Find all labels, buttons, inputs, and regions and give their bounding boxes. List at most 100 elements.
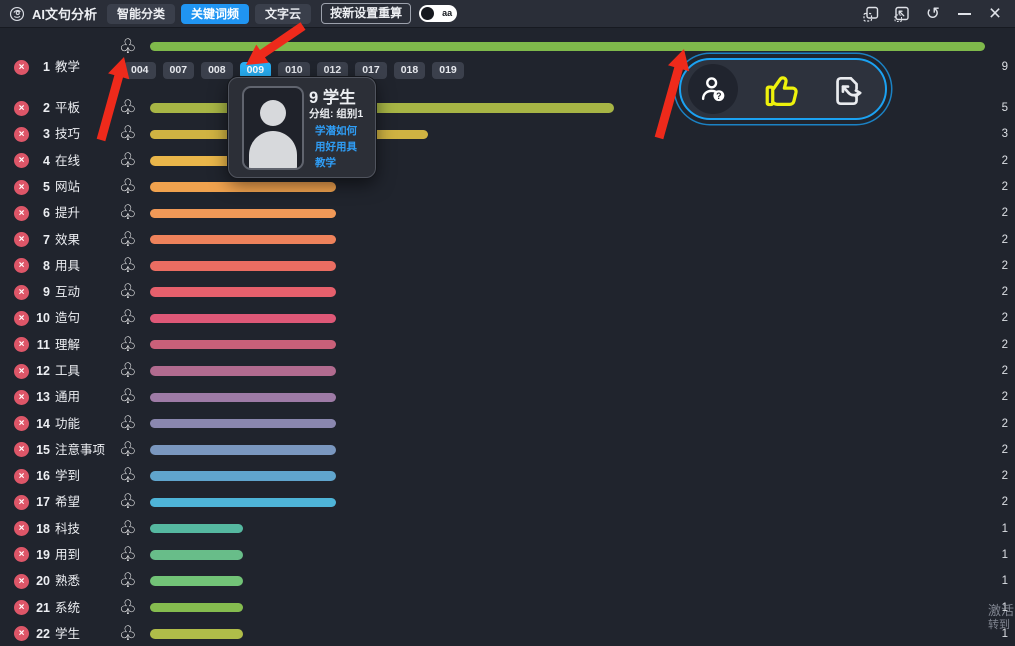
frequency-bar[interactable] [150,41,986,52]
close-button[interactable]: × [988,1,1002,25]
tag-chip[interactable]: 007 [162,62,195,79]
delete-keyword-button[interactable]: × [14,153,29,169]
tag-chip[interactable]: 010 [278,62,310,79]
cluster-icon[interactable]: ♧ [119,97,137,120]
tag-chip[interactable]: 017 [355,62,387,79]
keyword-label: 学生 [55,626,81,641]
keyword-rank: 18 [36,521,50,536]
frequency-bar[interactable] [150,602,243,613]
cluster-icon[interactable]: ♧ [119,491,137,514]
delete-keyword-button[interactable]: × [14,126,29,142]
tab-smart-classify[interactable]: 智能分类 [107,3,176,24]
delete-keyword-button[interactable]: × [14,337,29,353]
frequency-bar[interactable] [150,576,243,586]
cluster-icon[interactable]: ♧ [119,254,137,277]
cluster-icon[interactable]: ♧ [119,176,137,199]
delete-keyword-button[interactable]: × [14,363,29,379]
cluster-icon[interactable]: ♧ [119,412,137,435]
cluster-icon[interactable]: ♧ [119,465,137,488]
toggle-label: aa [442,8,453,18]
frequency-bar[interactable] [150,523,243,534]
frequency-bar[interactable] [150,445,336,455]
cluster-icon[interactable]: ♧ [119,123,137,146]
delete-keyword-button[interactable]: × [14,284,29,300]
cluster-icon[interactable]: ♧ [119,543,137,566]
screenshot-icon[interactable] [861,4,881,24]
cluster-icon[interactable]: ♧ [119,333,137,356]
tab-word-cloud[interactable]: 文字云 [255,3,312,24]
frequency-bar[interactable] [150,182,336,192]
tab-keyword-frequency[interactable]: 关键词频 [181,3,250,24]
tag-chip[interactable]: 019 [432,62,464,79]
delete-keyword-button[interactable]: × [14,310,29,326]
cluster-icon[interactable]: ♧ [119,35,137,58]
cluster-icon[interactable]: ♧ [119,622,137,645]
delete-keyword-button[interactable]: × [14,521,29,537]
minimize-button[interactable] [954,4,974,24]
cluster-icon[interactable]: ♧ [119,149,137,172]
delete-keyword-button[interactable]: × [14,232,29,248]
delete-keyword-button[interactable]: × [14,416,29,432]
tooltip-sentence-link[interactable]: 学潜如何用好用具教学 [315,125,357,169]
frequency-bar[interactable] [150,629,243,639]
frequency-bar[interactable] [150,287,336,297]
cluster-icon[interactable]: ♧ [119,228,137,251]
frequency-bar[interactable] [150,418,336,429]
user-query-button[interactable]: ? [688,64,738,114]
frequency-bar[interactable] [150,392,336,403]
thumbs-up-icon [765,76,798,107]
tooltip-title: 9 学生 [309,89,356,107]
watermark-line1: 激活 [988,603,1015,618]
delete-keyword-button[interactable]: × [14,258,29,274]
delete-keyword-button[interactable]: × [14,59,29,75]
keyword-rank: 1 [43,60,50,74]
cluster-icon[interactable]: ♧ [119,438,137,461]
delete-keyword-button[interactable]: × [14,205,29,221]
frequency-bar[interactable] [150,471,336,481]
delete-keyword-button[interactable]: × [14,626,29,642]
cluster-icon[interactable]: ♧ [119,386,137,409]
frequency-count: 2 [1001,259,1008,272]
frequency-bar[interactable] [150,339,336,350]
thumbs-up-button[interactable] [764,73,806,114]
frequency-bar[interactable] [150,497,336,508]
delete-keyword-button[interactable]: × [14,600,29,616]
keyword-label: 系统 [55,600,81,615]
delete-keyword-button[interactable]: × [14,442,29,458]
cluster-icon[interactable]: ♧ [119,570,137,593]
frequency-bar[interactable] [150,366,336,376]
frequency-count: 2 [1001,443,1008,456]
delete-keyword-button[interactable]: × [14,494,29,510]
tag-chip[interactable]: 012 [316,62,349,79]
app-logo-icon [9,6,25,21]
refresh-icon[interactable]: ↺ [925,3,941,23]
tag-chip[interactable]: 018 [393,62,426,79]
aa-toggle[interactable]: aa [419,5,458,22]
avatar-head [260,100,286,126]
cluster-icon[interactable]: ♧ [119,360,137,382]
frequency-bar[interactable] [150,208,336,219]
delete-keyword-button[interactable]: × [14,389,29,405]
frequency-bar[interactable] [150,103,614,113]
recalculate-button[interactable]: 按新设置重算 [321,3,412,24]
delete-keyword-button[interactable]: × [14,547,29,563]
frequency-bar[interactable] [150,550,243,560]
tag-chip[interactable]: 004 [124,62,156,79]
delete-keyword-button[interactable]: × [14,468,29,484]
cluster-icon[interactable]: ♧ [119,517,137,540]
tag-chip[interactable]: 008 [201,62,233,79]
cluster-icon[interactable]: ♧ [119,307,137,330]
cluster-icon[interactable]: ♧ [119,202,137,225]
cluster-icon[interactable]: ♧ [119,281,137,304]
frequency-bar[interactable] [150,234,336,245]
keyword-rank: 9 [43,285,50,300]
region-capture-icon[interactable] [892,4,912,24]
tag-chip-selected[interactable]: 009 [239,62,272,79]
frequency-bar[interactable] [150,261,336,271]
export-button[interactable] [829,72,867,115]
frequency-bar[interactable] [150,313,336,324]
cluster-icon[interactable]: ♧ [119,596,137,619]
delete-keyword-button[interactable]: × [14,100,29,116]
delete-keyword-button[interactable]: × [14,179,29,195]
delete-keyword-button[interactable]: × [14,573,29,589]
